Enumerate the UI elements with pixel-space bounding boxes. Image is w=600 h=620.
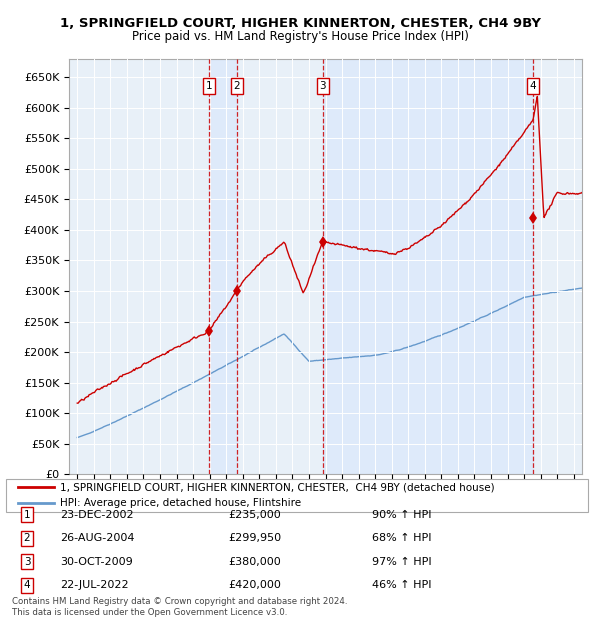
Text: 68% ↑ HPI: 68% ↑ HPI [372, 533, 431, 543]
Text: Price paid vs. HM Land Registry's House Price Index (HPI): Price paid vs. HM Land Registry's House … [131, 30, 469, 43]
Text: 3: 3 [319, 81, 326, 91]
Text: HPI: Average price, detached house, Flintshire: HPI: Average price, detached house, Flin… [60, 498, 301, 508]
Text: 97% ↑ HPI: 97% ↑ HPI [372, 557, 431, 567]
Text: 90% ↑ HPI: 90% ↑ HPI [372, 510, 431, 520]
Text: 30-OCT-2009: 30-OCT-2009 [60, 557, 133, 567]
Text: 22-JUL-2022: 22-JUL-2022 [60, 580, 128, 590]
Text: £235,000: £235,000 [228, 510, 281, 520]
Bar [209, 59, 237, 474]
Text: 1, SPRINGFIELD COURT, HIGHER KINNERTON, CHESTER,  CH4 9BY (detached house): 1, SPRINGFIELD COURT, HIGHER KINNERTON, … [60, 482, 494, 492]
Text: 2: 2 [23, 533, 31, 543]
Text: £420,000: £420,000 [228, 580, 281, 590]
Text: Contains HM Land Registry data © Crown copyright and database right 2024.
This d: Contains HM Land Registry data © Crown c… [12, 598, 347, 617]
Text: 1: 1 [206, 81, 212, 91]
Text: £299,950: £299,950 [228, 533, 281, 543]
Text: 1: 1 [23, 510, 31, 520]
Text: 4: 4 [530, 81, 536, 91]
Text: 3: 3 [23, 557, 31, 567]
Text: 4: 4 [23, 580, 31, 590]
Text: 2: 2 [233, 81, 240, 91]
Text: 23-DEC-2002: 23-DEC-2002 [60, 510, 134, 520]
Bar [323, 59, 533, 474]
Text: 1, SPRINGFIELD COURT, HIGHER KINNERTON, CHESTER, CH4 9BY: 1, SPRINGFIELD COURT, HIGHER KINNERTON, … [59, 17, 541, 30]
Text: £380,000: £380,000 [228, 557, 281, 567]
Text: 26-AUG-2004: 26-AUG-2004 [60, 533, 134, 543]
Text: 46% ↑ HPI: 46% ↑ HPI [372, 580, 431, 590]
